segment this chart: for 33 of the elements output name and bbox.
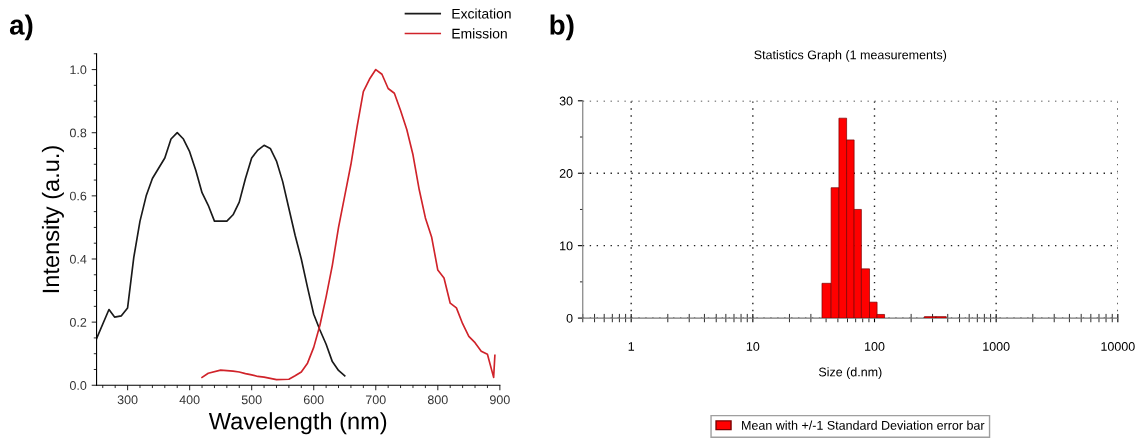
y-axis-title: Intensity (a.u.) xyxy=(41,146,64,293)
x-tick-label: 300 xyxy=(117,395,138,405)
legend-label: Emission xyxy=(452,28,507,39)
y-tick-label: 0.0 xyxy=(69,381,87,390)
line-series xyxy=(96,131,346,377)
text: b) xyxy=(550,14,574,41)
legend-label: Mean with +/-1 Standard Deviation error bar xyxy=(742,420,985,430)
y-tick-label: 0.6 xyxy=(69,191,87,201)
x-tick-label: 1000 xyxy=(983,342,1010,351)
x-tick-label: 900 xyxy=(490,395,510,405)
x-tick-label: 400 xyxy=(179,395,200,405)
x-tick-label: 10 xyxy=(746,342,760,351)
x-tick-label: 700 xyxy=(365,395,386,405)
line-series xyxy=(201,68,496,381)
x-tick-label: 1 xyxy=(628,342,635,351)
y-tick-label: 10 xyxy=(560,241,573,251)
y-tick-label: 1.0 xyxy=(70,65,87,75)
legend-label: Excitation xyxy=(452,8,511,19)
x-tick-label: 500 xyxy=(241,395,262,405)
x-axis-title: Size (d.nm) xyxy=(818,367,882,379)
y-tick-label: 0.4 xyxy=(69,254,87,264)
y-tick-label: 30 xyxy=(559,96,573,106)
y-tick-label: 20 xyxy=(559,169,573,178)
y-tick-label: 0.2 xyxy=(69,317,87,327)
x-tick-label: 800 xyxy=(427,395,448,405)
y-tick-label: 0.8 xyxy=(69,128,87,138)
x-tick-label: 600 xyxy=(303,395,324,405)
chart-title: Statistics Graph (1 measurements) xyxy=(754,50,947,62)
x-axis-title: Wavelength (nm) xyxy=(208,412,387,435)
text: a) xyxy=(9,14,33,41)
y-tick-label: 0 xyxy=(566,313,573,323)
x-tick-label: 10000 xyxy=(1101,342,1135,351)
x-tick-label: 100 xyxy=(865,342,885,351)
